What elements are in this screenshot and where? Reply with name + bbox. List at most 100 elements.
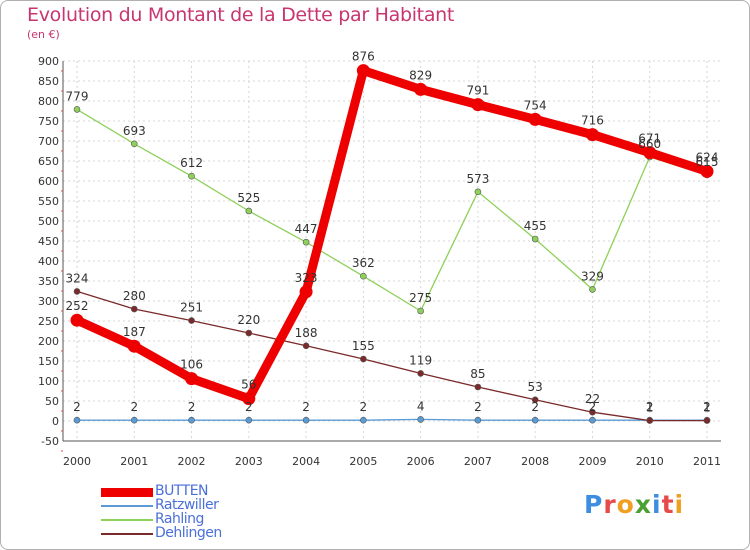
x-tick-label: 2003 [235,455,263,468]
data-point [414,82,428,96]
data-point [531,235,539,243]
legend-label: Ratzwiller [155,497,219,513]
series-line [76,290,708,422]
data-label: 251 [180,301,203,315]
y-tick-label: 900 [38,55,59,68]
data-label: 779 [66,89,89,103]
x-tick-label: 2004 [292,455,320,468]
logo-letter: i [674,490,685,519]
data-label: 85 [470,367,485,381]
data-label: 252 [66,299,89,313]
data-label: 187 [123,325,146,339]
data-label: 2 [646,400,654,414]
data-point [245,329,253,337]
logo-letter: r [603,490,617,519]
data-point [589,408,596,416]
data-label: 4 [417,399,425,413]
data-point [185,372,199,386]
data-point [360,272,367,280]
data-point [188,416,195,424]
logo-letter: o [616,490,635,519]
data-label: 447 [295,222,318,236]
data-label: 716 [581,114,604,128]
data-label: 2 [589,400,597,414]
y-tick-label: 400 [38,255,59,268]
data-label: 155 [352,339,375,353]
data-point [471,98,485,112]
data-label: 2 [130,400,138,414]
data-label: 119 [409,353,432,367]
data-point [130,305,138,313]
data-label: 188 [295,326,318,340]
data-label: 2 [703,400,711,414]
y-tick-label: 800 [38,95,59,108]
data-label: 573 [466,172,489,186]
x-tick-label: 2001 [120,455,148,468]
data-point [302,342,310,350]
data-point [643,146,657,160]
data-label: 612 [180,156,203,170]
legend-label: BUTTEN [155,483,209,499]
logo-letter: x [634,490,652,519]
data-label: 754 [524,98,547,112]
data-point [417,370,424,377]
data-label: 624 [696,150,719,164]
y-tick-label: 700 [38,135,59,148]
data-point [188,317,195,324]
data-label: 615 [696,155,719,169]
data-label: 1 [703,401,711,415]
x-tick-label: 2010 [636,455,664,468]
data-point [474,416,482,424]
legend-swatch [101,505,153,507]
data-point [302,416,310,424]
data-label: 2 [302,400,310,414]
data-point [73,106,81,113]
data-point [646,417,654,424]
x-tick-label: 2011 [693,455,721,468]
y-tick-label: 100 [38,375,59,388]
x-tick-label: 2006 [407,455,435,468]
data-label: 693 [123,124,146,138]
series-line [76,108,708,312]
data-label: 660 [638,137,661,151]
data-label: 53 [528,380,543,394]
data-point [245,416,253,424]
x-tick-label: 2009 [578,455,606,468]
data-point [73,416,81,424]
data-label: 56 [241,378,256,392]
data-point [531,396,539,404]
data-point [417,307,424,315]
series-line [72,66,712,404]
y-tick-label: 150 [38,355,59,368]
data-label: 275 [409,291,432,305]
data-label: 329 [581,269,604,283]
y-tick-label: 250 [38,315,59,328]
data-point [130,416,138,424]
y-tick-label: 300 [38,295,59,308]
data-label: 525 [237,191,260,205]
x-tick-label: 2005 [349,455,377,468]
data-label: 362 [352,256,375,270]
y-tick-label: 600 [38,175,59,188]
data-point [474,188,482,196]
x-tick-label: 2000 [63,455,91,468]
data-point [73,288,81,295]
legend-swatch [101,487,153,497]
legend-swatch [101,533,153,535]
y-tick-label: -50 [41,435,59,448]
y-tick-label: 750 [38,115,59,128]
data-point [302,238,310,246]
legend-label: Rahling [155,511,204,527]
chart-title: Evolution du Montant de la Dette par Hab… [27,4,455,26]
plot-area [63,61,721,441]
series-line [76,418,708,421]
data-point [474,383,482,391]
logo-letter: i [652,490,662,519]
data-label: 323 [295,271,318,285]
data-label: 2 [531,400,539,414]
data-label: 1 [646,401,654,415]
data-point [589,416,596,424]
data-label: 671 [638,132,661,146]
